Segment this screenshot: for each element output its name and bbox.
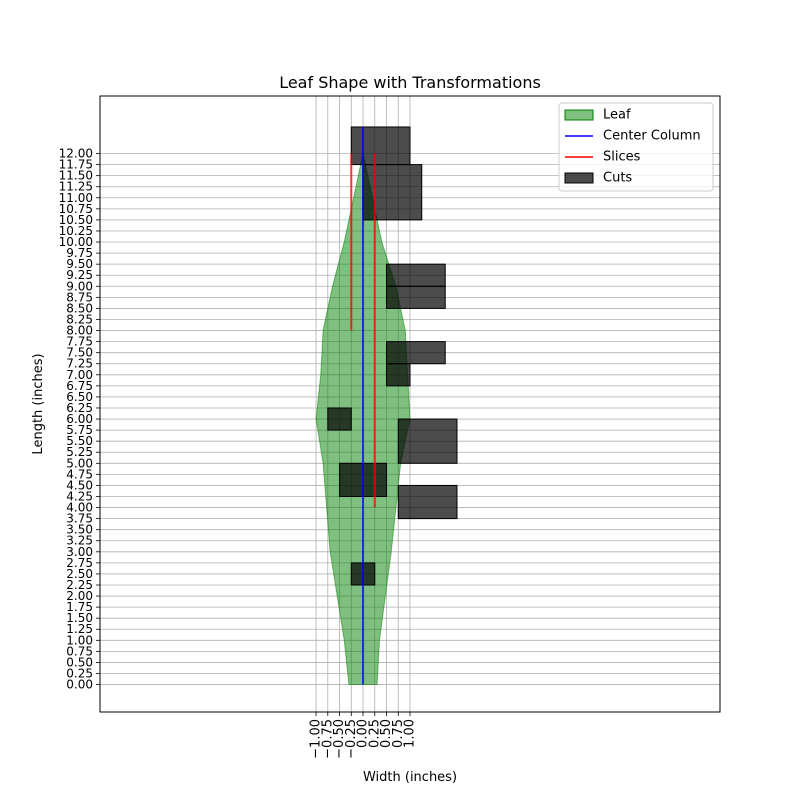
y-tick-label: 1.75 [66, 600, 93, 614]
y-tick-label: 10.50 [59, 213, 93, 227]
y-tick-label: 5.50 [66, 434, 93, 448]
x-tick-label: −0.25 [344, 719, 359, 759]
y-tick-label: 8.75 [66, 290, 93, 304]
y-tick-label: 7.25 [66, 357, 93, 371]
lines-layer [350, 126, 376, 685]
cut-rect [386, 341, 446, 365]
cut-rect [350, 126, 411, 166]
y-tick-label: 7.00 [66, 368, 93, 382]
y-tick-label: 5.00 [66, 456, 93, 470]
x-axis-ticks: −1.00−0.75−0.50−0.250.000.250.500.751.00 [309, 712, 418, 759]
y-tick-label: 11.00 [59, 191, 93, 205]
y-tick-label: 2.00 [66, 589, 93, 603]
y-axis-label: Length (inches) [31, 353, 46, 454]
x-tick-label: −0.50 [332, 719, 347, 759]
y-tick-label: 12.00 [59, 147, 93, 161]
x-tick-label: −0.75 [320, 719, 335, 759]
legend-label: Cuts [603, 171, 632, 186]
x-tick-label: 0.00 [356, 719, 371, 748]
y-tick-label: 10.25 [59, 224, 93, 238]
y-tick-label: 6.25 [66, 401, 93, 415]
y-tick-label: 0.75 [66, 644, 93, 658]
y-tick-label: 3.50 [66, 523, 93, 537]
y-tick-label: 0.00 [66, 678, 93, 692]
y-tick-label: 0.50 [66, 655, 93, 669]
y-tick-label: 9.25 [66, 268, 93, 282]
y-tick-label: 8.25 [66, 312, 93, 326]
y-tick-label: 11.25 [59, 180, 93, 194]
x-tick-label: 0.50 [379, 719, 394, 748]
y-tick-label: 3.25 [66, 534, 93, 548]
y-tick-label: 2.25 [66, 578, 93, 592]
cut-rect [362, 164, 423, 221]
y-tick-label: 10.75 [59, 202, 93, 216]
legend-swatch [564, 109, 594, 121]
legend: Leaf Center Column Slices Cuts [558, 102, 714, 192]
y-tick-label: 5.25 [66, 445, 93, 459]
cut-rect [386, 263, 446, 287]
x-tick-label: 0.75 [391, 719, 406, 748]
x-tick-label: 0.25 [367, 719, 382, 748]
y-tick-label: 11.75 [59, 158, 93, 172]
y-tick-label: 9.00 [66, 279, 93, 293]
y-tick-label: 1.00 [66, 633, 93, 647]
y-tick-label: 8.50 [66, 301, 93, 315]
legend-swatch [564, 172, 594, 184]
y-tick-label: 4.75 [66, 467, 93, 481]
y-tick-label: 9.50 [66, 257, 93, 271]
x-tick-label: −1.00 [309, 719, 324, 759]
y-tick-label: 9.75 [66, 246, 93, 260]
y-tick-label: 2.50 [66, 567, 93, 581]
y-tick-label: 6.00 [66, 412, 93, 426]
y-tick-label: 10.00 [59, 235, 93, 249]
cut-rect [327, 407, 352, 431]
legend-label: Slices [603, 150, 641, 165]
cut-rect [397, 484, 458, 520]
legend-label: Center Column [603, 129, 701, 144]
x-axis-label: Width (inches) [363, 770, 457, 785]
x-tick-label: 1.00 [403, 719, 418, 748]
chart-title: Leaf Shape with Transformations [279, 73, 541, 92]
y-tick-label: 3.75 [66, 512, 93, 526]
y-tick-label: 4.25 [66, 489, 93, 503]
y-tick-label: 2.75 [66, 556, 93, 570]
y-tick-label: 7.50 [66, 346, 93, 360]
cut-rect [397, 418, 458, 464]
y-tick-label: 1.50 [66, 611, 93, 625]
cut-rect [386, 285, 446, 309]
legend-label: Leaf [603, 108, 631, 123]
y-tick-label: 8.00 [66, 324, 93, 338]
y-tick-label: 3.00 [66, 545, 93, 559]
legend-box [558, 102, 714, 192]
y-tick-label: 11.50 [59, 169, 93, 183]
y-tick-label: 4.50 [66, 478, 93, 492]
y-tick-label: 6.75 [66, 379, 93, 393]
y-tick-label: 5.75 [66, 423, 93, 437]
y-tick-label: 0.25 [66, 667, 93, 681]
y-axis-ticks: 0.000.250.500.751.001.251.501.752.002.25… [59, 147, 100, 692]
y-tick-label: 7.75 [66, 335, 93, 349]
cuts-layer [327, 126, 458, 586]
y-tick-label: 4.00 [66, 501, 93, 515]
y-tick-label: 6.50 [66, 390, 93, 404]
cut-rect [386, 363, 411, 387]
y-tick-label: 1.25 [66, 622, 93, 636]
